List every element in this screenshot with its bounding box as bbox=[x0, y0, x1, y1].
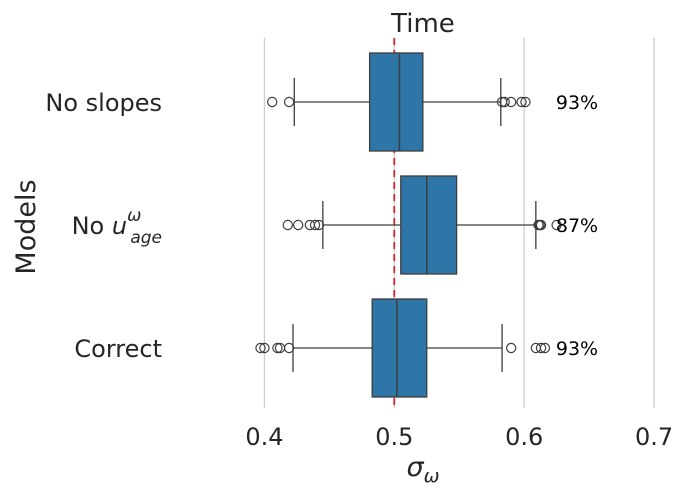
outlier-point bbox=[292, 219, 304, 231]
iqr-box bbox=[371, 298, 428, 398]
chart-title: Time bbox=[390, 9, 455, 39]
x-tick-label: 0.5 bbox=[375, 423, 413, 451]
iqr-box bbox=[400, 175, 458, 275]
coverage-annotation: 87% bbox=[556, 215, 598, 237]
box-group bbox=[255, 298, 551, 398]
outlier-point bbox=[535, 342, 547, 354]
x-tick-label: 0.6 bbox=[505, 423, 543, 451]
y-category-label: No uω age bbox=[72, 206, 162, 248]
outlier-point bbox=[313, 219, 325, 231]
outlier-point bbox=[267, 96, 278, 108]
x-tick-label: 0.7 bbox=[635, 423, 673, 451]
outlier-point bbox=[505, 342, 517, 354]
coverage-annotation: 93% bbox=[556, 338, 598, 360]
x-axis-label: σω bbox=[406, 452, 439, 487]
outlier-point bbox=[551, 219, 562, 231]
y-axis-label: Models bbox=[11, 179, 42, 274]
box-group bbox=[282, 175, 562, 275]
coverage-annotation: 93% bbox=[556, 92, 598, 114]
box-group bbox=[267, 52, 531, 152]
outlier-point bbox=[516, 96, 527, 108]
outlier-point bbox=[282, 219, 293, 231]
outlier-point bbox=[539, 342, 551, 354]
y-category-label: Correct bbox=[74, 335, 162, 363]
boxes bbox=[255, 52, 562, 398]
outlier-point bbox=[535, 219, 547, 231]
x-tick-label: 0.4 bbox=[245, 423, 283, 451]
y-category-label: No slopes bbox=[45, 89, 162, 117]
outlier-point bbox=[505, 96, 517, 108]
outlier-point bbox=[272, 342, 283, 354]
outlier-point bbox=[283, 342, 295, 354]
outlier-point bbox=[520, 96, 531, 108]
iqr-box bbox=[368, 52, 424, 152]
outlier-point bbox=[309, 219, 321, 231]
outlier-point bbox=[283, 96, 295, 108]
outlier-point bbox=[499, 96, 510, 108]
outlier-point bbox=[259, 342, 270, 354]
outlier-point bbox=[255, 342, 266, 354]
labels: 0.4 0.5 0.6 0.7 93% No slopes 87% No uω age 93% Co… bbox=[11, 9, 673, 487]
